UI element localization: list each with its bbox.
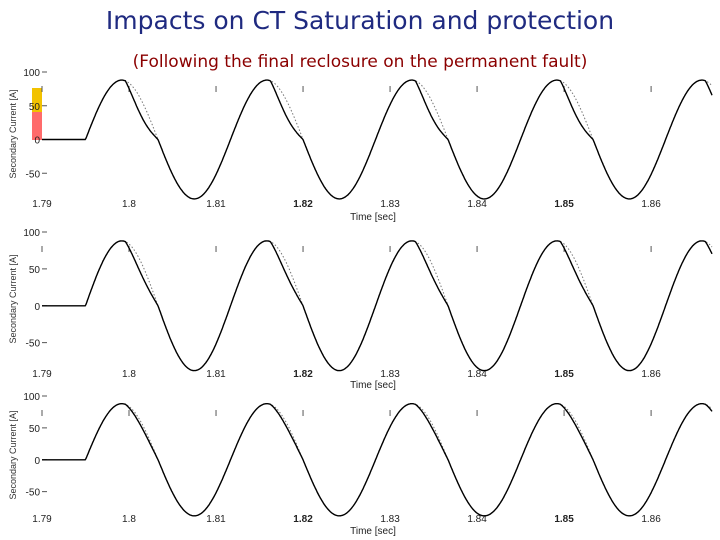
- y-tick-label: 0: [34, 456, 40, 467]
- x-tick-label: 1.85: [554, 369, 574, 380]
- y-tick-label: 50: [29, 102, 41, 113]
- y-tick-label: 100: [23, 228, 40, 239]
- y-tick-label: -50: [26, 339, 41, 350]
- x-tick-label: 1.85: [554, 514, 574, 525]
- x-axis-label: Time [sec]: [350, 526, 396, 537]
- y-tick-label: 0: [34, 302, 40, 313]
- secondary-current-series: [42, 403, 713, 517]
- y-tick-label: 100: [23, 68, 40, 79]
- x-tick-label: 1.81: [206, 514, 226, 525]
- x-tick-label: 1.8: [122, 369, 136, 380]
- x-tick-label: 1.82: [293, 369, 313, 380]
- x-tick-label: 1.79: [32, 514, 52, 525]
- y-axis-label: Secondary Current [A]: [8, 89, 18, 178]
- x-tick-label: 1.84: [467, 199, 487, 210]
- x-axis-label: Time [sec]: [350, 212, 396, 223]
- y-tick-label: 0: [34, 136, 40, 147]
- x-tick-label: 1.81: [206, 369, 226, 380]
- x-tick-label: 1.86: [641, 369, 661, 380]
- slide-subtitle: (Following the final reclosure on the pe…: [132, 52, 588, 72]
- y-axis-label: Secondary Current [A]: [8, 410, 18, 499]
- y-tick-label: 100: [23, 392, 40, 403]
- secondary-current-series: [42, 79, 713, 200]
- x-tick-label: 1.8: [122, 199, 136, 210]
- x-tick-label: 1.79: [32, 199, 52, 210]
- x-tick-label: 1.81: [206, 199, 226, 210]
- y-tick-label: -50: [26, 169, 41, 180]
- x-tick-label: 1.8: [122, 514, 136, 525]
- ideal-current-series: [85, 79, 713, 200]
- x-tick-label: 1.82: [293, 514, 313, 525]
- x-tick-label: 1.83: [380, 369, 400, 380]
- secondary-current-series: [42, 240, 713, 372]
- x-tick-label: 1.86: [641, 514, 661, 525]
- color-bar-yellow: [32, 88, 42, 114]
- x-tick-label: 1.82: [293, 199, 313, 210]
- x-axis-label: Time [sec]: [350, 380, 396, 391]
- ideal-current-series: [85, 240, 713, 372]
- slide-title: Impacts on CT Saturation and protection: [105, 6, 615, 35]
- x-tick-label: 1.85: [554, 199, 574, 210]
- x-tick-label: 1.84: [467, 369, 487, 380]
- y-tick-label: 50: [29, 265, 41, 276]
- x-tick-label: 1.84: [467, 514, 487, 525]
- ideal-current-series: [85, 403, 713, 517]
- color-bar-red: [32, 112, 42, 140]
- x-tick-label: 1.86: [641, 199, 661, 210]
- y-axis-label: Secondary Current [A]: [8, 254, 18, 343]
- x-tick-label: 1.79: [32, 369, 52, 380]
- y-tick-label: 50: [29, 424, 41, 435]
- x-tick-label: 1.83: [380, 514, 400, 525]
- x-tick-label: 1.83: [380, 199, 400, 210]
- y-tick-label: -50: [26, 488, 41, 499]
